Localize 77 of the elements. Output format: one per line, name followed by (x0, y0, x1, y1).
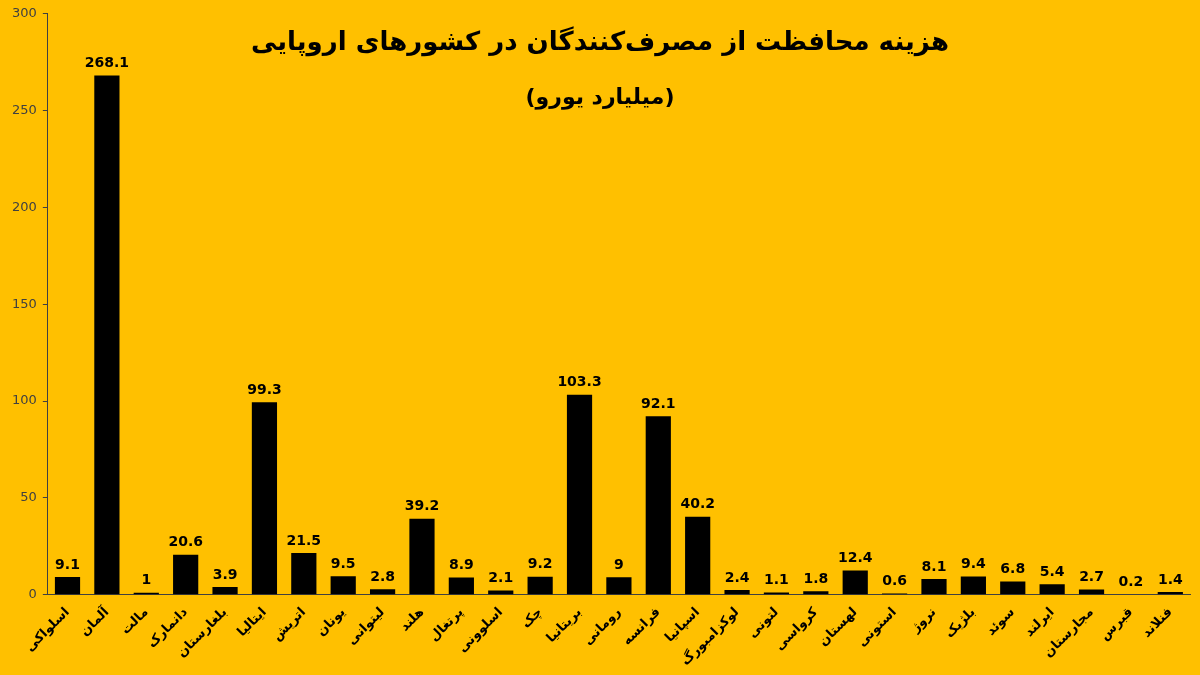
x-tick-label: سوئد (983, 604, 1018, 639)
bar (606, 577, 632, 595)
x-tick-label: نروژ (907, 604, 939, 636)
y-tick-label: 0 (28, 586, 37, 601)
bar (409, 518, 435, 595)
y-tick-label: 200 (11, 198, 37, 214)
x-tick-label: آلمان (76, 602, 112, 639)
y-tick-label: 50 (20, 489, 37, 505)
data-label: 1.4 (1157, 570, 1183, 587)
bar (251, 402, 278, 595)
x-tick-label: لهستان (815, 604, 860, 649)
bar (173, 554, 199, 595)
data-label: 20.6 (168, 533, 203, 550)
bar (1039, 584, 1065, 595)
y-tick-label: 300 (11, 5, 37, 21)
bar (94, 75, 120, 595)
y-tick-label: 100 (11, 392, 37, 408)
data-label: 0.6 (882, 572, 908, 589)
data-label: 2.1 (488, 569, 514, 586)
data-label: 8.1 (921, 557, 947, 574)
x-tick-label: اتریش (268, 604, 309, 644)
data-label: 5.4 (1039, 562, 1065, 579)
data-label: 1.1 (764, 571, 789, 588)
bar (330, 576, 356, 595)
x-tick-label: هلند (396, 604, 427, 634)
x-tick-label: ایتالیا (233, 604, 269, 640)
bar (448, 577, 474, 595)
data-label: 2.4 (724, 568, 750, 585)
data-label: 9 (614, 555, 624, 572)
bar (1000, 581, 1026, 595)
data-label: 8.9 (448, 556, 474, 573)
text: هزینه محافظت از مصرف‌کنندگان در کشورهای اروپایی (250, 26, 950, 56)
data-label: 1.8 (803, 569, 829, 586)
data-label: 103.3 (557, 373, 602, 390)
data-label: 0.2 (1118, 572, 1144, 589)
y-tick-label: 250 (11, 101, 37, 117)
data-label: 9.5 (330, 554, 356, 571)
data-label: 1 (141, 571, 152, 588)
bar (369, 589, 396, 595)
bar (685, 516, 711, 595)
data-label: 39.2 (404, 497, 440, 514)
x-tick-label: بریتانیا (542, 604, 585, 646)
x-tick-label: قبرس (1096, 604, 1136, 643)
bar (566, 394, 593, 595)
x-tick-label: چک (517, 604, 545, 631)
bar (842, 570, 868, 595)
data-label: 2.8 (370, 567, 395, 584)
data-label: 9.4 (960, 555, 987, 572)
data-label: 92.1 (641, 394, 676, 411)
data-label: 21.5 (286, 531, 322, 548)
y-tick-label: 150 (11, 295, 37, 311)
x-tick-label: بلژیک (941, 604, 978, 641)
x-tick-label: یونان (313, 604, 348, 639)
text: (میلیارد یورو) (525, 84, 675, 109)
bar (645, 416, 671, 595)
data-label: 12.4 (837, 549, 873, 566)
bar (724, 589, 750, 595)
data-label: 99.3 (247, 381, 282, 398)
x-tick-label: فنلاند (1138, 604, 1175, 641)
bar (1078, 589, 1105, 595)
x-tick-label: لتونی (744, 604, 781, 641)
x-tick-label: اسلواکی (21, 604, 73, 655)
data-label: 2.7 (1079, 568, 1104, 585)
data-label: 9.1 (55, 555, 80, 572)
data-label: 9.2 (527, 555, 553, 572)
data-label: 40.2 (680, 495, 715, 512)
bar (803, 591, 829, 595)
data-label: 6.8 (1000, 560, 1026, 577)
bar (960, 576, 986, 595)
bar (212, 587, 238, 595)
bar (921, 578, 947, 595)
x-tick-label: مالت (117, 604, 151, 637)
data-label: 268.1 (84, 54, 130, 71)
bar (54, 577, 81, 595)
bar (527, 576, 553, 595)
bar (291, 553, 317, 595)
data-label: 3.9 (212, 565, 238, 582)
